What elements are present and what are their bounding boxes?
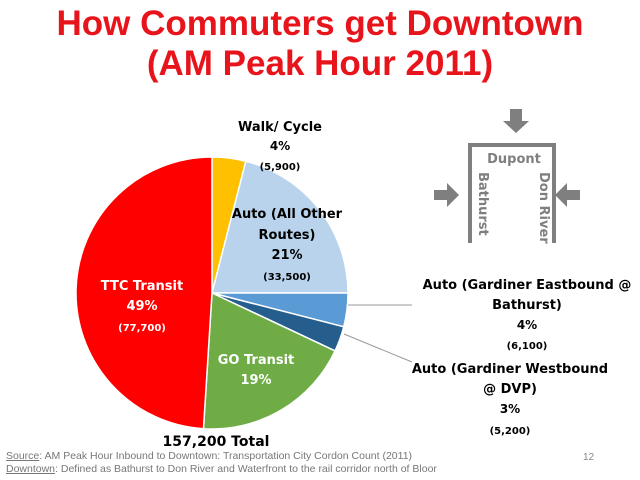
arrow-left-icon xyxy=(555,183,580,207)
label-ttc-name: TTC Transit xyxy=(101,279,183,294)
label-auto-other-pct: 21% xyxy=(271,248,302,263)
pie-slice-ttc-transit xyxy=(75,156,213,430)
label-go-pct: 19% xyxy=(240,373,271,388)
downtown-note: Downtown: Defined as Bathurst to Don Riv… xyxy=(6,463,437,475)
label-westbound-pct: 3% xyxy=(500,402,520,416)
arrow-down-icon xyxy=(503,109,529,133)
label-eastbound-l1: Auto (Gardiner Eastbound @ xyxy=(423,278,632,293)
label-westbound-count: (5,200) xyxy=(490,426,531,437)
label-go-name: GO Transit xyxy=(218,353,295,368)
cordon-diagram: Dupont Bathurst Don River xyxy=(434,109,580,244)
total-label: 157,200 Total xyxy=(163,434,270,450)
label-westbound-l2: @ DVP) xyxy=(483,382,537,397)
diagram-north-label: Dupont xyxy=(487,152,541,167)
label-westbound-l1: Auto (Gardiner Westbound xyxy=(412,362,608,377)
arrow-right-icon xyxy=(434,183,459,207)
label-walk-count: (5,900) xyxy=(260,162,301,173)
leader-line-westbound xyxy=(343,333,413,363)
cordon-boundary xyxy=(468,143,556,243)
pie-slice-go-transit xyxy=(202,291,337,430)
source-note: Source: AM Peak Hour Inbound to Downtown… xyxy=(6,450,413,462)
slide-title: How Commuters get Downtown (AM Peak Hour… xyxy=(56,4,584,83)
pie-slice-auto-all-other-routes xyxy=(211,160,349,294)
label-eastbound-count: (6,100) xyxy=(507,341,548,352)
label-walk-pct: 4% xyxy=(270,139,290,153)
diagram-west-label: Bathurst xyxy=(475,172,490,236)
label-ttc-count: (77,700) xyxy=(118,323,166,334)
diagram-east-label: Don River xyxy=(536,172,551,244)
page-number: 12 xyxy=(583,452,595,463)
label-walk-name: Walk/ Cycle xyxy=(238,120,322,135)
label-auto-other-l1: Auto (All Other xyxy=(232,207,343,222)
label-eastbound-pct: 4% xyxy=(517,318,537,332)
label-auto-other-l2: Routes) xyxy=(259,228,316,243)
label-eastbound-l2: Bathurst) xyxy=(492,298,562,313)
label-ttc-pct: 49% xyxy=(126,299,157,314)
label-auto-other-count: (33,500) xyxy=(263,272,311,283)
